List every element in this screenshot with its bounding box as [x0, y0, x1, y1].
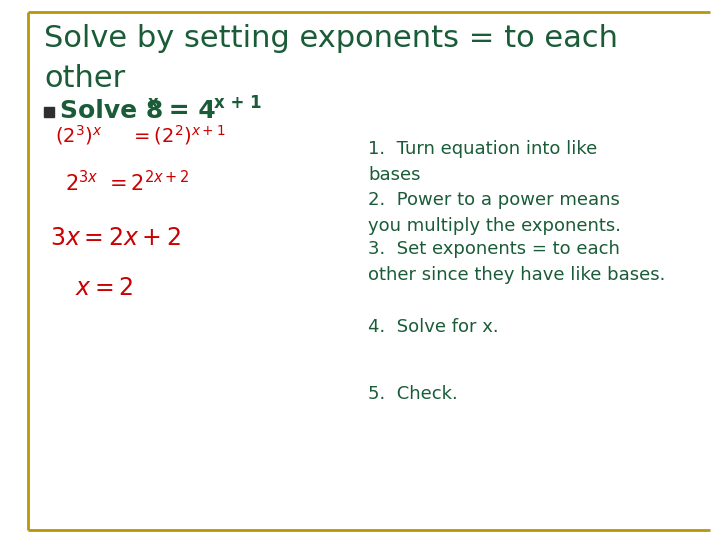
Text: $= (2^2)^{x+1}$: $= (2^2)^{x+1}$ [130, 123, 225, 147]
Text: Solve 8: Solve 8 [60, 99, 163, 123]
Text: $3x = 2x + 2$: $3x = 2x + 2$ [50, 227, 181, 250]
Text: $x = 2$: $x = 2$ [75, 277, 133, 300]
Text: 3.  Set exponents = to each
other since they have like bases.: 3. Set exponents = to each other since t… [368, 240, 665, 284]
Text: = 4: = 4 [160, 99, 216, 123]
Text: 4.  Solve for x.: 4. Solve for x. [368, 318, 499, 336]
Text: x: x [148, 94, 158, 112]
Text: x + 1: x + 1 [214, 94, 261, 112]
Text: $2^{3x}$: $2^{3x}$ [65, 170, 99, 195]
Text: $(2^3)^x$: $(2^3)^x$ [55, 123, 102, 147]
Text: 5.  Check.: 5. Check. [368, 385, 458, 403]
Text: Solve by setting exponents = to each: Solve by setting exponents = to each [44, 24, 618, 53]
Text: $= 2^{2x+2}$: $= 2^{2x+2}$ [105, 170, 190, 195]
Text: 1.  Turn equation into like
bases
2.  Power to a power means
you multiply the ex: 1. Turn equation into like bases 2. Powe… [368, 140, 621, 235]
Text: other: other [44, 64, 125, 93]
Bar [44, 107, 54, 117]
